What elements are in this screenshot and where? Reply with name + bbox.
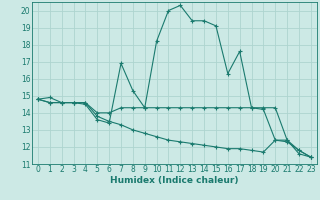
X-axis label: Humidex (Indice chaleur): Humidex (Indice chaleur) bbox=[110, 176, 239, 185]
